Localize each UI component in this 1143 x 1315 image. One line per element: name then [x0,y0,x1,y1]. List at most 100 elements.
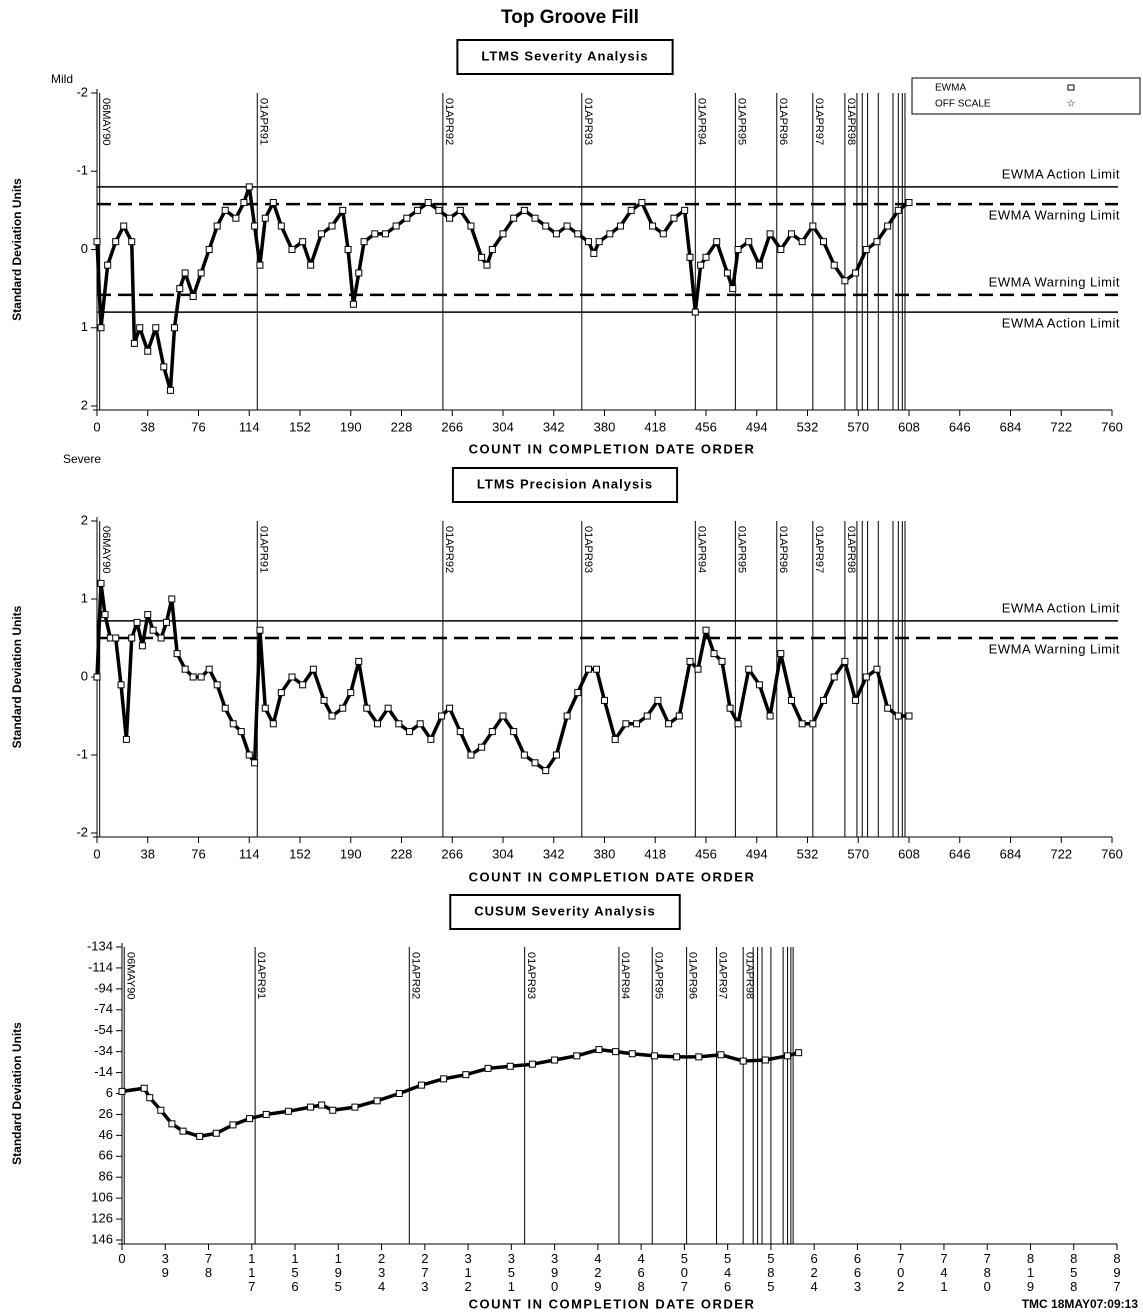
point [196,1132,204,1140]
point [590,249,598,257]
point [718,657,726,665]
point [710,650,718,658]
x-tick-label: 760 [1101,846,1123,861]
y-tick-label: -14 [94,1064,113,1079]
x-tick-label: 114 [239,846,260,861]
x-tick-label: 418 [644,419,666,434]
y-tick-label: 1 [81,590,88,605]
point [197,673,205,681]
date-label: 01APR95 [735,98,747,145]
point [695,1053,703,1061]
x-tick-label: 190 [340,419,362,434]
point [784,1052,792,1060]
x-tick-label: 304 [492,846,514,861]
point [574,689,582,697]
limit-label: EWMA Warning Limit [989,641,1120,656]
point [755,681,763,689]
y-tick-label: -114 [88,959,113,974]
date-label: 06MAY90 [124,952,136,1000]
point [355,657,363,665]
point [601,696,608,704]
legend-label: OFF SCALE [935,99,991,110]
point [320,696,328,704]
point [168,595,176,603]
point [317,230,325,238]
point [256,626,264,634]
point [761,1056,769,1064]
point [373,1097,381,1105]
title-box [451,467,679,503]
point [592,665,600,673]
y-tick-label: 46 [99,1127,113,1142]
point [820,696,828,704]
title-box [449,894,681,930]
point [328,222,336,230]
point [128,238,136,246]
point [531,214,539,222]
point [299,681,307,689]
point [446,704,454,712]
point [520,206,528,214]
y-tick-label: 86 [99,1169,113,1184]
x-tick-label: 532 [797,419,819,434]
point [456,728,464,736]
point [694,665,702,673]
point [499,712,507,720]
y-tick-label: 146 [91,1231,113,1246]
point [638,199,646,207]
point [894,206,902,214]
point [440,1075,448,1083]
point [140,1084,148,1092]
point [820,238,828,246]
series-line [121,1047,800,1139]
point [905,199,913,207]
point [307,261,315,269]
point [622,720,630,728]
date-label: 01APR98 [743,952,755,999]
point [403,214,411,222]
point [542,222,550,230]
legend-symbol [1067,84,1075,91]
point [723,269,731,277]
point [745,665,753,673]
point [435,206,443,214]
y-tick-label: 126 [91,1211,113,1226]
point [179,1127,187,1135]
point [659,230,667,238]
point [612,1048,620,1056]
point [229,720,237,728]
point [713,238,721,246]
point [745,238,753,246]
point [628,1050,636,1058]
point [112,634,120,642]
point [456,206,464,214]
point [467,751,475,759]
x-tick-label: 494 [746,419,768,434]
point [213,681,221,689]
point [157,1106,165,1114]
point [627,206,635,214]
date-label: 01APR98 [845,98,857,145]
x-tick-label: 0 [93,846,100,861]
point [795,1049,803,1057]
point [734,246,742,253]
point [160,363,168,371]
point [371,230,379,238]
y-axis-label: Standard Deviation Units [10,1022,24,1165]
point [122,735,130,743]
point [675,712,683,720]
point [809,720,817,728]
point [702,253,710,261]
y-tick-label: 0 [81,241,88,256]
point [339,206,347,214]
point [261,704,269,712]
date-label: 01APR92 [443,98,455,145]
